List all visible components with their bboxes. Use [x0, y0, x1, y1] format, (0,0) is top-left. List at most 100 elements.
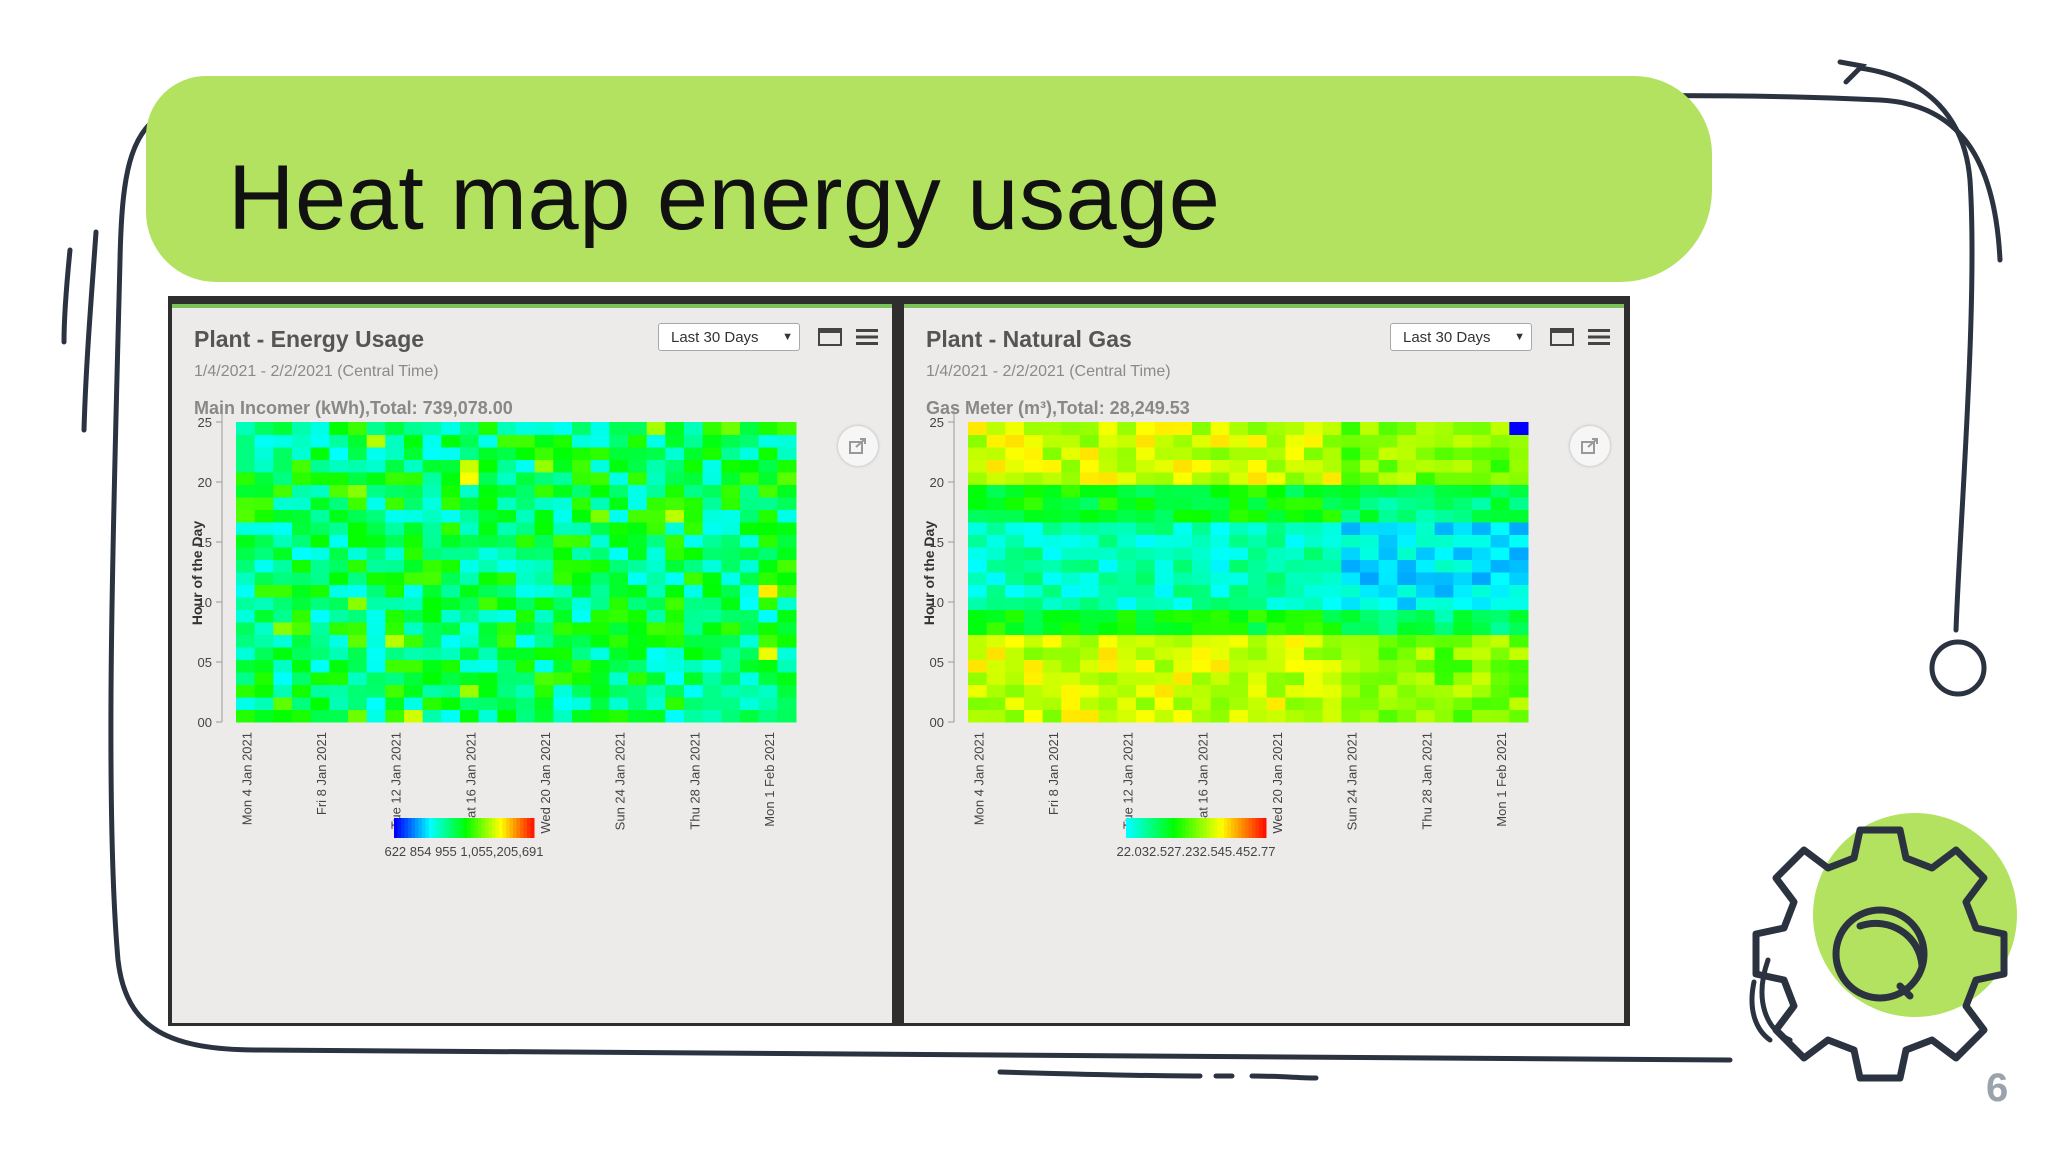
- heatmap-cell: [553, 422, 573, 435]
- heatmap-cell: [1024, 534, 1044, 548]
- export-button[interactable]: [838, 426, 878, 466]
- heatmap-cell: [478, 622, 498, 635]
- heatmap-cell: [1192, 459, 1212, 473]
- heatmap-cell: [1248, 522, 1268, 535]
- heatmap-cell: [1080, 484, 1100, 498]
- heatmap-cell: [236, 559, 256, 573]
- heatmap-cell: [1173, 697, 1193, 710]
- heatmap-cell: [572, 522, 592, 535]
- heatmap-cell: [273, 559, 293, 573]
- heatmap-cell: [1173, 422, 1193, 435]
- heatmap-cell: [1210, 484, 1230, 498]
- heatmap-cell: [1341, 672, 1361, 685]
- heatmap-cell: [986, 584, 1006, 598]
- heatmap-cell: [254, 459, 274, 473]
- heatmap-cell: [516, 622, 536, 635]
- heatmap-cell: [1434, 597, 1454, 610]
- export-button[interactable]: [1570, 426, 1610, 466]
- heatmap-cell: [1210, 634, 1230, 648]
- heatmap-cell: [590, 509, 610, 523]
- heatmap-cell: [497, 659, 517, 673]
- heatmap-cell: [1416, 497, 1436, 510]
- heatmap-cell: [1509, 509, 1529, 523]
- heatmap-cell: [254, 709, 274, 723]
- heatmap-cell: [366, 622, 386, 635]
- window-icon[interactable]: [817, 326, 843, 348]
- heatmap-cell: [1434, 459, 1454, 473]
- legend-swatch: [425, 818, 430, 838]
- legend-swatch: [1143, 818, 1148, 838]
- heatmap-cell: [740, 672, 760, 685]
- menu-icon[interactable]: [1586, 326, 1612, 348]
- heatmap-cell: [329, 672, 349, 685]
- heatmap-cell: [553, 434, 573, 448]
- heatmap-cell: [684, 647, 704, 660]
- heatmap-cell: [236, 472, 256, 485]
- heatmap-cell: [1397, 434, 1417, 448]
- heatmap-cell: [329, 422, 349, 435]
- range-dropdown[interactable]: Last 30 Days ▼: [1390, 323, 1532, 351]
- heatmap-cell: [1005, 659, 1025, 673]
- heatmap-cell: [1080, 634, 1100, 648]
- heatmap-cell: [478, 609, 498, 623]
- heatmap-cell: [1024, 584, 1044, 598]
- heatmap-cell: [310, 659, 330, 673]
- window-icon[interactable]: [1549, 326, 1575, 348]
- heatmap-cell: [441, 509, 461, 523]
- heatmap-cell: [1341, 684, 1361, 698]
- heatmap-cell: [404, 709, 424, 723]
- heatmap-cell: [1509, 484, 1529, 498]
- heatmap-cell: [273, 584, 293, 598]
- heatmap-cell: [1173, 622, 1193, 635]
- range-dropdown[interactable]: Last 30 Days ▼: [658, 323, 800, 351]
- heatmap-cell: [497, 522, 517, 535]
- legend-swatch: [1231, 818, 1235, 838]
- heatmap-cell: [348, 472, 368, 485]
- heatmap-cell: [1285, 597, 1305, 610]
- heatmap-cell: [1005, 447, 1025, 460]
- heatmap-cell: [1154, 472, 1174, 485]
- heatmap-cell: [1341, 647, 1361, 660]
- heatmap-cell: [758, 434, 778, 448]
- heatmap-cell: [460, 622, 480, 635]
- heatmap-cell: [1229, 697, 1249, 710]
- heatmap-cell: [702, 484, 722, 498]
- heatmap-cell: [986, 684, 1006, 698]
- heatmap-cell: [1453, 622, 1473, 635]
- heatmap-cell: [236, 659, 256, 673]
- x-tick-label: Tue 12 Jan 2021: [1121, 732, 1136, 829]
- heatmap-cell: [1509, 622, 1529, 635]
- heatmap-cell: [1154, 647, 1174, 660]
- heatmap-cell: [986, 472, 1006, 485]
- heatmap-cell: [497, 559, 517, 573]
- heatmap-cell: [348, 647, 368, 660]
- heatmap-cell: [422, 647, 442, 660]
- heatmap-cell: [1304, 584, 1324, 598]
- heatmap-cell: [329, 634, 349, 648]
- heatmap-cell: [1098, 497, 1118, 510]
- heatmap-cell: [1061, 472, 1081, 485]
- heatmap-cell: [478, 634, 498, 648]
- heatmap-cell: [460, 634, 480, 648]
- heatmap-cell: [1248, 547, 1268, 560]
- heatmap-cell: [609, 447, 629, 460]
- heatmap-cell: [1136, 559, 1156, 573]
- heatmap-cell: [1397, 634, 1417, 648]
- heatmap-cell: [609, 634, 629, 648]
- heatmap-cell: [740, 647, 760, 660]
- heatmap-cell: [702, 509, 722, 523]
- menu-icon[interactable]: [854, 326, 880, 348]
- heatmap-cell: [1229, 709, 1249, 723]
- heatmap-cell: [1472, 659, 1492, 673]
- heatmap-cell: [292, 447, 312, 460]
- heatmap-cell: [1416, 572, 1436, 585]
- heatmap-cell: [497, 597, 517, 610]
- heatmap-cell: [310, 522, 330, 535]
- heatmap-cell: [1416, 472, 1436, 485]
- x-tick-label: Sun 24 Jan 2021: [613, 732, 628, 830]
- legend-swatch: [457, 818, 461, 838]
- heatmap-cell: [516, 422, 536, 435]
- heatmap-cell: [348, 672, 368, 685]
- heatmap-cell: [348, 697, 368, 710]
- heatmap-cell: [1434, 609, 1454, 623]
